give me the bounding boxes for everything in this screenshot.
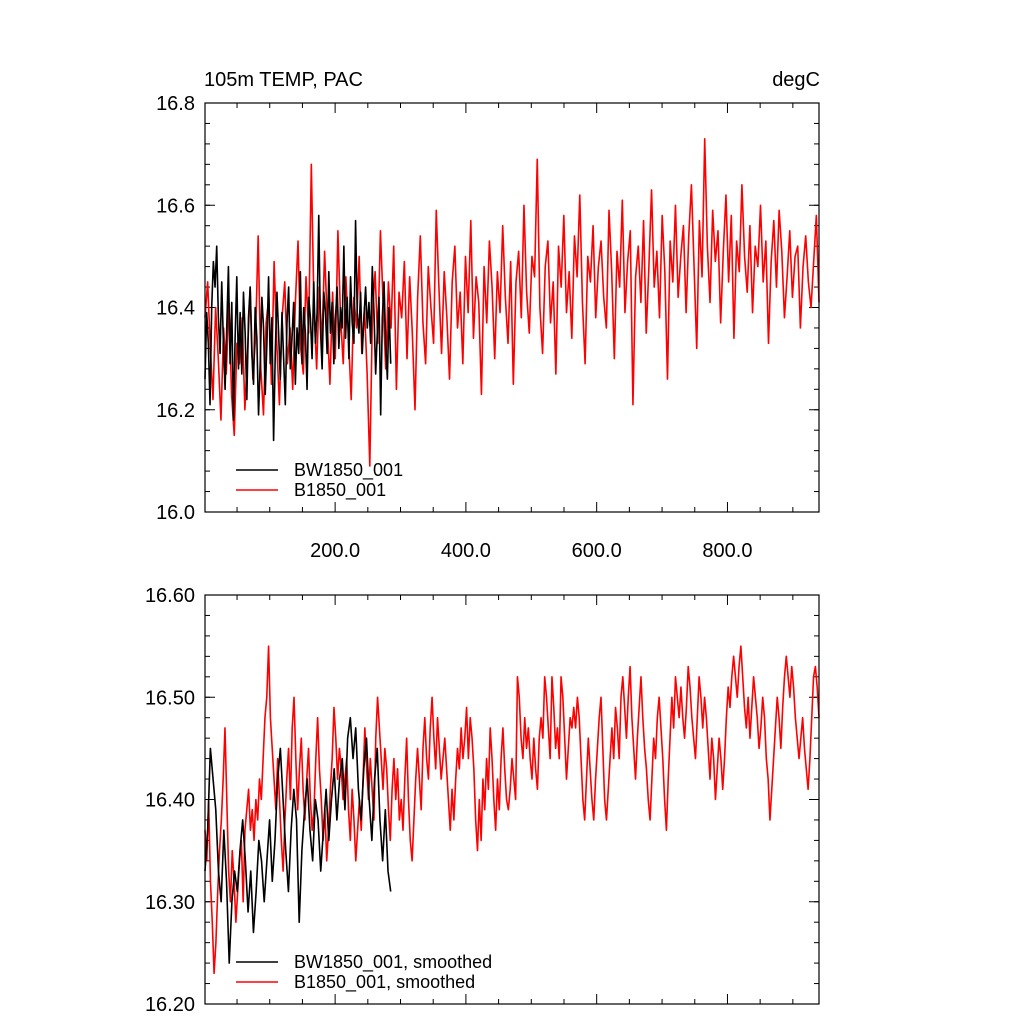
top-series-line-0 (204, 214, 392, 442)
bottom-y-tick-label: 16.20 (145, 994, 195, 1016)
bottom-legend-label-1: B1850_001, smoothed (294, 972, 475, 993)
bottom-panel: 16.20 16.30 16.40 16.50 16.60 BW1850_001, sm… (145, 585, 820, 1016)
top-title-left: 105m TEMP, PAC (204, 69, 363, 91)
top-y-tick-label: 16.2 (156, 400, 195, 422)
top-title-right: degC (772, 69, 820, 91)
top-series-line-1 (204, 137, 820, 467)
top-y-tick-label: 16.6 (156, 195, 195, 217)
top-x-tick-label: 200.0 (310, 540, 360, 562)
top-x-tick-label: 800.0 (702, 540, 752, 562)
top-plot-lines (204, 137, 820, 467)
top-x-tick-label: 400.0 (441, 540, 491, 562)
top-y-tick-label: 16.0 (156, 502, 195, 524)
bottom-plot-frame (204, 594, 820, 1005)
bottom-y-tick-label: 16.50 (145, 687, 195, 709)
bottom-series-line-1 (204, 645, 820, 975)
bottom-y-tick-label: 16.40 (145, 790, 195, 812)
top-plot-frame (204, 102, 820, 513)
top-panel: 105m TEMP, PAC degC 16.0 16.2 16.4 16.6 16.8… (156, 69, 820, 562)
bottom-series-line-0 (204, 716, 392, 964)
top-legend-label-0: BW1850_001 (294, 460, 403, 481)
top-y-tick-label: 16.8 (156, 93, 195, 115)
top-legend-label-1: B1850_001 (294, 480, 386, 501)
bottom-legend-label-0: BW1850_001, smoothed (294, 952, 492, 973)
bottom-y-tick-label: 16.60 (145, 585, 195, 607)
bottom-plot-lines (204, 645, 820, 975)
bottom-y-tick-label: 16.30 (145, 892, 195, 914)
top-axis-ticks: 16.0 16.2 16.4 16.6 16.8 200.0 400.0 600.0 800.0 (156, 93, 819, 562)
top-y-tick-label: 16.4 (156, 298, 195, 320)
top-x-tick-label: 600.0 (572, 540, 622, 562)
